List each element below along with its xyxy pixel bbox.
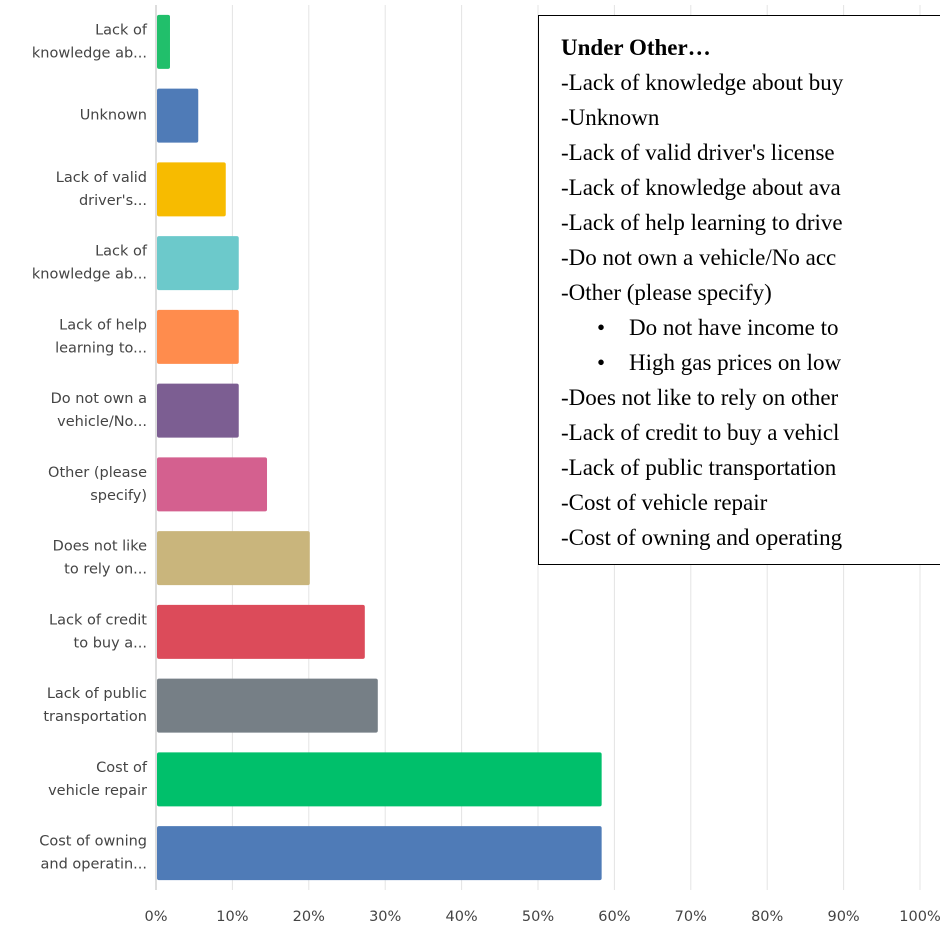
- note-line: Under Other…: [561, 35, 711, 60]
- note-box: Under Other… -Lack of knowledge about buy…: [538, 15, 940, 565]
- bar: [157, 383, 239, 438]
- note-line: High gas prices on low: [561, 345, 940, 380]
- y-tick-label: driver's...: [79, 193, 147, 209]
- x-tick-label: 100%: [899, 909, 940, 925]
- note-line: -Do not own a vehicle/No acc: [561, 245, 837, 270]
- bar: [157, 531, 310, 586]
- note-line: -Lack of credit to buy a vehicl: [561, 420, 840, 445]
- note-line: -Lack of public transportation: [561, 455, 837, 480]
- y-tick-label: vehicle/No...: [57, 414, 147, 430]
- y-tick-label: Lack of: [95, 22, 148, 38]
- x-tick-label: 90%: [827, 909, 859, 925]
- bar: [157, 88, 199, 143]
- y-tick-label: Lack of: [95, 244, 148, 260]
- bar: [157, 457, 268, 512]
- note-line: -Lack of knowledge about ava: [561, 175, 841, 200]
- y-tick-label: to rely on...: [64, 562, 147, 578]
- y-tick-label: specify): [90, 488, 147, 504]
- bar: [157, 236, 239, 291]
- y-tick-label: learning to...: [55, 340, 147, 356]
- bar: [157, 678, 378, 733]
- bar: [157, 162, 226, 217]
- y-tick-label: and operatin...: [41, 857, 147, 873]
- note-line: -Does not like to rely on other: [561, 385, 839, 410]
- note-line: -Cost of vehicle repair: [561, 490, 768, 515]
- x-tick-label: 10%: [216, 909, 248, 925]
- y-tick-label: Cost of: [96, 760, 148, 776]
- bar: [157, 604, 365, 659]
- bar: [157, 752, 602, 807]
- x-tick-label: 70%: [675, 909, 707, 925]
- y-tick-label: Do not own a: [51, 391, 147, 407]
- x-tick-label: 20%: [293, 909, 325, 925]
- y-tick-label: to buy a...: [74, 635, 147, 651]
- note-line: -Unknown: [561, 105, 660, 130]
- bar: [157, 14, 170, 69]
- note-line: -Other (please specify): [561, 280, 772, 305]
- bar: [157, 826, 602, 881]
- note-line: Do not have income to: [561, 310, 940, 345]
- x-tick-label: 60%: [598, 909, 630, 925]
- x-tick-label: 0%: [144, 909, 167, 925]
- bar: [157, 309, 239, 364]
- y-tick-label: knowledge ab...: [32, 267, 147, 283]
- x-tick-label: 40%: [445, 909, 477, 925]
- x-tick-label: 80%: [751, 909, 783, 925]
- y-tick-label: Unknown: [80, 108, 147, 124]
- y-tick-label: knowledge ab...: [32, 45, 147, 61]
- y-tick-label: Lack of help: [59, 317, 147, 333]
- note-line: -Cost of owning and operating: [561, 525, 843, 550]
- y-tick-label: Lack of public: [47, 686, 147, 702]
- x-tick-label: 50%: [522, 909, 554, 925]
- y-tick-label: vehicle repair: [48, 783, 147, 799]
- y-tick-label: Does not like: [53, 539, 147, 555]
- y-tick-label: Cost of owning: [39, 834, 147, 850]
- y-tick-label: transportation: [43, 709, 147, 725]
- x-tick-label: 30%: [369, 909, 401, 925]
- y-tick-label: Lack of valid: [56, 170, 147, 186]
- y-tick-label: Lack of credit: [49, 612, 147, 628]
- note-line: -Lack of valid driver's license: [561, 140, 835, 165]
- note-line: -Lack of help learning to drive: [561, 210, 843, 235]
- note-line: -Lack of knowledge about buy: [561, 70, 844, 95]
- y-tick-label: Other (please: [48, 465, 147, 481]
